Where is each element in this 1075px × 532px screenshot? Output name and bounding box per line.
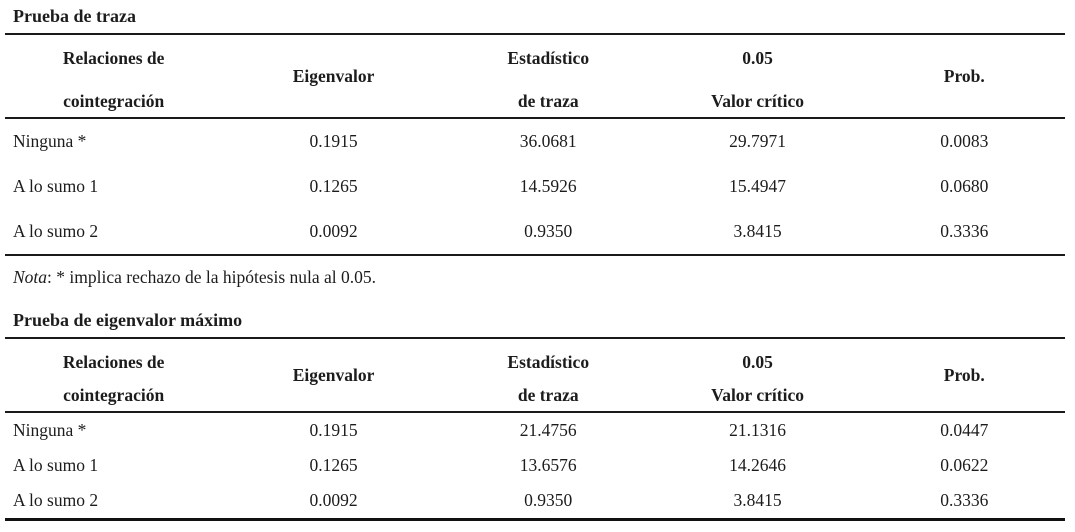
header-line: 0.05 (742, 48, 773, 68)
column-header-valor-critico: 0.05 Valor crítico (652, 35, 864, 117)
column-header-prob: Prob. (864, 35, 1065, 117)
cell-eigenvalor: 0.1265 (309, 176, 358, 196)
header-line: Valor crítico (711, 91, 804, 111)
header-line: Prob. (943, 65, 985, 86)
table-row: Ninguna * 0.1915 21.4756 21.1316 0.0447 (5, 413, 1065, 448)
cell-prob: 0.3336 (940, 221, 989, 241)
cell-relacion: A lo sumo 1 (13, 455, 99, 475)
cell-prob: 0.3336 (940, 490, 989, 510)
cell-prob: 0.0680 (940, 176, 989, 196)
table-row: A lo sumo 1 0.1265 13.6576 14.2646 0.062… (5, 448, 1065, 483)
cell-eigenvalor: 0.1915 (309, 131, 358, 151)
column-header-eigenvalor: Eigenvalor (222, 339, 445, 411)
column-header-estadistico: Estadístico de traza (445, 35, 652, 117)
table-title-trace: Prueba de traza (5, 6, 1065, 35)
header-line: 0.05 (742, 352, 773, 372)
cell-valor-critico: 29.7971 (729, 131, 787, 151)
column-header-prob: Prob. (864, 339, 1065, 411)
table-row: A lo sumo 2 0.0092 0.9350 3.8415 0.3336 (5, 483, 1065, 518)
cell-relacion: A lo sumo 1 (13, 176, 99, 196)
header-line: Estadístico (507, 352, 590, 372)
table-row: A lo sumo 2 0.0092 0.9350 3.8415 0.3336 (5, 209, 1065, 254)
cell-valor-critico: 3.8415 (733, 490, 782, 510)
header-line: Prob. (943, 364, 985, 385)
cell-estadistico: 21.4756 (519, 420, 577, 440)
table-body: Ninguna * 0.1915 36.0681 29.7971 0.0083 … (5, 119, 1065, 256)
cell-valor-critico: 3.8415 (733, 221, 782, 241)
note-label: Nota (13, 267, 48, 287)
column-header-valor-critico: 0.05 Valor crítico (652, 339, 864, 411)
header-line: Eigenvalor (292, 364, 375, 385)
header-line: Relaciones de (62, 48, 165, 68)
note-text: : * implica rechazo de la hipótesis nula… (47, 267, 377, 287)
cell-valor-critico: 15.4947 (729, 176, 787, 196)
column-header-relaciones: Relaciones de cointegración (5, 339, 222, 411)
cell-relacion: Ninguna * (13, 420, 87, 440)
header-line: cointegración (63, 385, 165, 405)
cell-estadistico: 0.9350 (524, 221, 573, 241)
header-line: Valor crítico (711, 385, 804, 405)
table-row: Ninguna * 0.1915 36.0681 29.7971 0.0083 (5, 119, 1065, 164)
cell-estadistico: 14.5926 (519, 176, 577, 196)
header-line: Estadístico (507, 48, 590, 68)
header-line: Eigenvalor (292, 65, 375, 86)
column-header-estadistico: Estadístico de traza (445, 339, 652, 411)
cell-relacion: A lo sumo 2 (13, 490, 99, 510)
table-body: Ninguna * 0.1915 21.4756 21.1316 0.0447 … (5, 413, 1065, 521)
column-header-relaciones: Relaciones de cointegración (5, 35, 222, 117)
cell-eigenvalor: 0.0092 (309, 490, 358, 510)
cell-prob: 0.0447 (940, 420, 989, 440)
cell-estadistico: 36.0681 (519, 131, 577, 151)
cell-estadistico: 13.6576 (519, 455, 577, 475)
cell-valor-critico: 21.1316 (729, 420, 787, 440)
cell-relacion: A lo sumo 2 (13, 221, 99, 241)
table-header-row: Relaciones de cointegración Eigenvalor E… (5, 35, 1065, 119)
cell-eigenvalor: 0.1915 (309, 420, 358, 440)
table-note: Nota: * implica rechazo de la hipótesis … (5, 256, 1065, 296)
header-line: de traza (517, 91, 579, 111)
header-line: Relaciones de (62, 352, 165, 372)
cell-eigenvalor: 0.1265 (309, 455, 358, 475)
table-title-max-eigen: Prueba de eigenvalor máximo (5, 310, 1065, 339)
table-header-row: Relaciones de cointegración Eigenvalor E… (5, 339, 1065, 413)
header-line: de traza (517, 385, 579, 405)
column-header-eigenvalor: Eigenvalor (222, 35, 445, 117)
cell-prob: 0.0622 (940, 455, 989, 475)
header-line: cointegración (63, 91, 165, 111)
trace-test-table: Prueba de traza Relaciones de cointegrac… (5, 6, 1065, 256)
cell-estadistico: 0.9350 (524, 490, 573, 510)
cell-prob: 0.0083 (940, 131, 989, 151)
cell-eigenvalor: 0.0092 (309, 221, 358, 241)
cell-relacion: Ninguna * (13, 131, 87, 151)
cell-valor-critico: 14.2646 (729, 455, 787, 475)
max-eigenvalue-test-table: Prueba de eigenvalor máximo Relaciones d… (5, 310, 1065, 521)
table-row: A lo sumo 1 0.1265 14.5926 15.4947 0.068… (5, 164, 1065, 209)
